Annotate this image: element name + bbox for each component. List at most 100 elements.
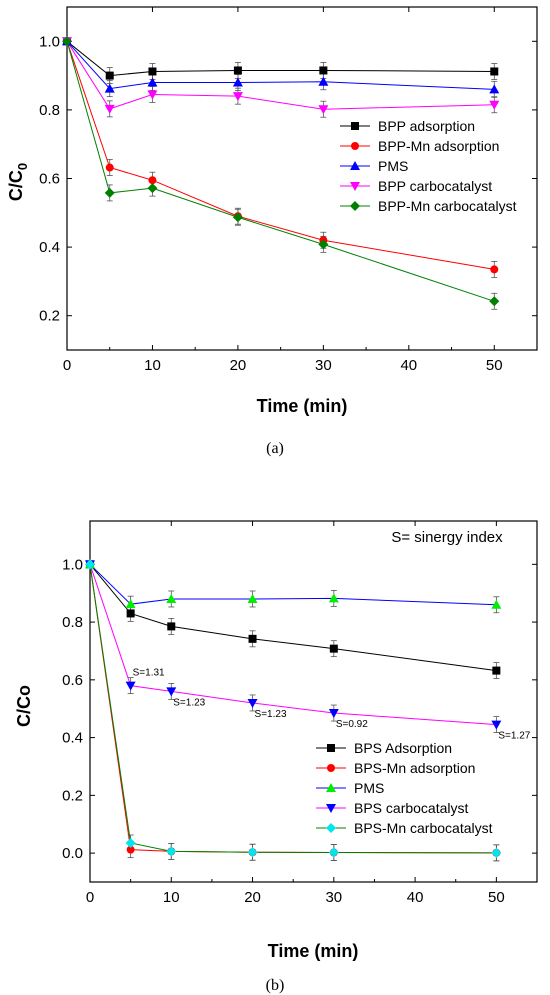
data-point-3: [328, 709, 339, 719]
legend-label: BPP carbocatalyst: [378, 178, 492, 194]
data-point-3: [125, 681, 136, 691]
legend-marker: [327, 744, 335, 752]
legend-label: BPP-Mn carbocatalyst: [378, 198, 517, 214]
data-point-4: [85, 559, 95, 570]
series-line-0: [66, 40, 495, 77]
y-tick-label: 0.4: [62, 730, 83, 747]
y-tick-label: 0.0: [62, 845, 83, 862]
data-point-4: [125, 838, 136, 849]
data-point-2: [166, 593, 177, 603]
data-point-1: [126, 845, 135, 854]
x-tick-label: 30: [325, 889, 342, 906]
data-point-4: [147, 183, 158, 194]
plot-frame: [89, 520, 538, 883]
legend-marker: [326, 804, 336, 813]
legend: BPP adsorption BPP-Mn adsorption PMS BPP ca…: [340, 118, 517, 214]
legend-marker: [350, 161, 360, 170]
data-point-1: [148, 176, 157, 185]
x-axis-label: Time (min): [268, 941, 359, 961]
data-point-0: [319, 66, 328, 75]
data-point-0: [490, 67, 499, 76]
x-tick-label: 30: [315, 357, 332, 374]
legend-marker: [327, 764, 335, 772]
series-line-3: [66, 41, 495, 110]
data-point-3: [491, 720, 502, 730]
data-point-3: [318, 105, 329, 115]
data-point-0: [148, 67, 157, 76]
data-point-0: [248, 634, 257, 643]
data-point-4: [166, 846, 177, 857]
data-point-2: [147, 77, 158, 87]
data-point-0: [492, 666, 501, 675]
data-point-4: [62, 36, 72, 47]
chart-note: S= sinergy index: [391, 529, 503, 546]
legend-label: PMS: [354, 780, 384, 796]
data-point-2: [491, 599, 502, 609]
data-point-2: [328, 593, 339, 603]
data-point-3: [147, 90, 158, 100]
legend-marker: [351, 142, 359, 150]
data-point-0: [126, 609, 135, 618]
data-point-0: [329, 644, 338, 653]
synergy-annotation: S=0.92: [336, 719, 368, 730]
data-point-2: [318, 76, 329, 86]
panel-caption: (b): [266, 977, 285, 994]
y-tick-label: 0.8: [62, 614, 83, 631]
series-line-2: [66, 40, 495, 90]
series-line-1: [66, 41, 495, 270]
synergy-annotation: S=1.27: [498, 731, 530, 742]
legend-label: BPS-Mn adsorption: [354, 760, 475, 776]
panel-caption: (a): [266, 440, 284, 457]
y-tick-label: 0.6: [62, 672, 83, 689]
legend-label: BPS Adsorption: [354, 740, 452, 756]
data-point-3: [104, 104, 115, 114]
legend: BPS Adsorption BPS-Mn adsorption PMS BPS ca…: [316, 740, 493, 836]
x-tick-label: 20: [230, 357, 247, 374]
data-point-4: [247, 847, 258, 858]
synergy-annotation: S=1.23: [255, 709, 287, 720]
legend-marker: [326, 823, 336, 833]
x-tick-label: 50: [488, 889, 505, 906]
synergy-annotation: S=1.31: [133, 668, 165, 679]
x-axis-label: Time (min): [257, 396, 348, 416]
data-point-2: [104, 83, 115, 93]
y-tick-label: 1.0: [39, 33, 60, 50]
data-point-4: [104, 187, 115, 198]
x-tick-label: 10: [144, 357, 161, 374]
y-tick-label: 0.6: [39, 171, 60, 188]
legend-label: PMS: [378, 158, 408, 174]
data-point-1: [490, 265, 499, 274]
data-point-4: [491, 847, 502, 858]
data-point-3: [489, 100, 500, 110]
data-point-2: [232, 77, 243, 87]
data-point-2: [489, 84, 500, 94]
y-axis-label: C/C0: [6, 163, 30, 201]
y-axis-label-main: C/Co: [14, 685, 34, 727]
data-point-4: [232, 212, 243, 223]
x-tick-label: 40: [400, 357, 417, 374]
y-tick-label: 0.2: [39, 308, 60, 325]
data-point-4: [328, 847, 339, 858]
legend-label: BPS carbocatalyst: [354, 800, 468, 816]
x-tick-label: 50: [486, 357, 503, 374]
y-tick-label: 0.4: [39, 239, 60, 256]
data-point-1: [105, 163, 114, 172]
data-point-0: [105, 71, 114, 80]
x-tick-label: 20: [244, 889, 261, 906]
series-line-3: [89, 564, 497, 726]
data-point-4: [318, 239, 329, 250]
x-tick-label: 0: [86, 889, 94, 906]
legend-label: BPS-Mn carbocatalyst: [354, 820, 493, 836]
legend-label: BPP adsorption: [378, 118, 475, 134]
data-point-3: [232, 92, 243, 102]
data-point-0: [167, 622, 176, 631]
series-line-4: [66, 41, 495, 302]
data-point-2: [247, 593, 258, 603]
y-axis-label-main: C/C: [6, 170, 26, 201]
legend-label: BPP-Mn adsorption: [378, 138, 499, 154]
series-line-4: [89, 564, 497, 854]
legend-marker: [326, 783, 336, 792]
data-point-3: [166, 687, 177, 697]
legend-marker: [351, 122, 359, 130]
